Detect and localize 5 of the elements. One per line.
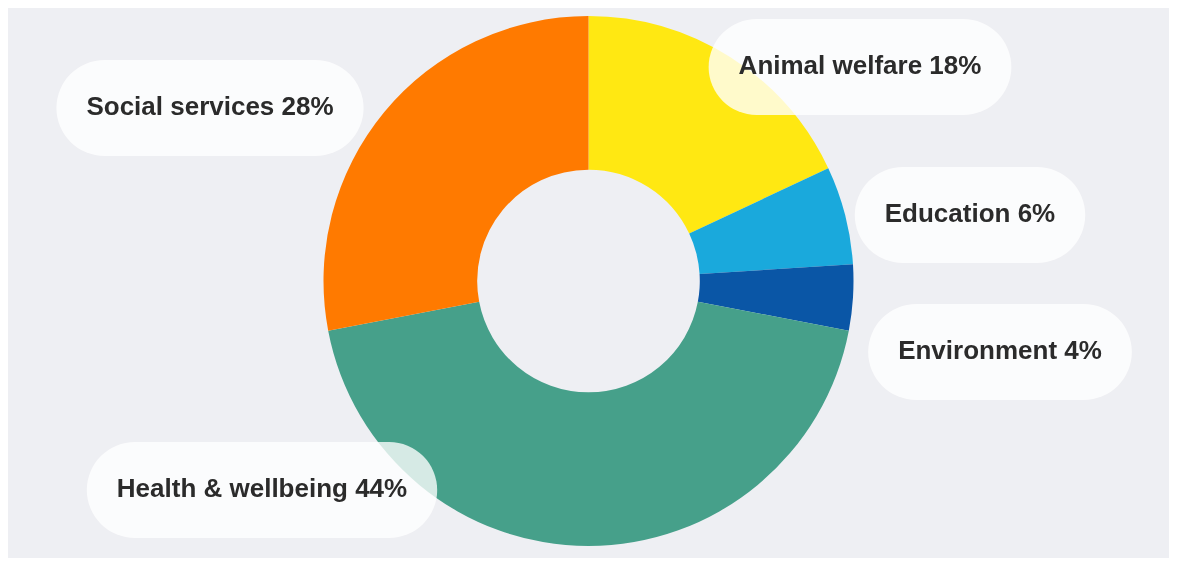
slice-label: Health & wellbeing 44% [116,473,408,504]
slice-label: Social services 28% [86,91,334,122]
slice-label: Animal welfare 18% [738,50,982,81]
slice-label: Environment 4% [898,335,1102,366]
slice-label: Education 6% [884,198,1056,229]
